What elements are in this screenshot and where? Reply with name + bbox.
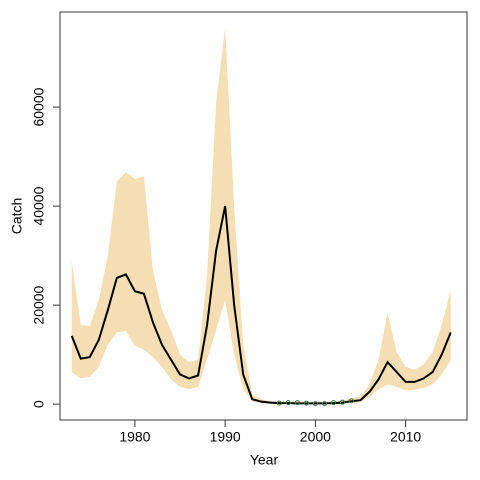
plot-frame xyxy=(59,11,468,421)
y-tick-label: 60000 xyxy=(31,87,47,126)
x-tick-label: 2000 xyxy=(300,429,331,445)
confidence-band xyxy=(71,27,451,405)
y-tick-label: 20000 xyxy=(31,285,47,324)
point xyxy=(276,400,282,406)
y-tick-label: 40000 xyxy=(31,186,47,225)
point xyxy=(330,400,336,406)
point xyxy=(339,399,345,405)
point xyxy=(348,398,354,404)
point xyxy=(321,401,327,407)
x-tick-label: 1980 xyxy=(119,429,150,445)
point xyxy=(312,401,318,407)
x-tick-label: 2010 xyxy=(390,429,421,445)
point xyxy=(303,400,309,406)
line xyxy=(70,205,452,405)
x-tick-label: 1990 xyxy=(210,429,241,445)
x-axis-label: Year xyxy=(250,452,279,468)
point xyxy=(285,400,291,406)
y-axis-label: Catch xyxy=(9,198,25,235)
point xyxy=(294,400,300,406)
y-tick-label: 0 xyxy=(31,400,47,408)
